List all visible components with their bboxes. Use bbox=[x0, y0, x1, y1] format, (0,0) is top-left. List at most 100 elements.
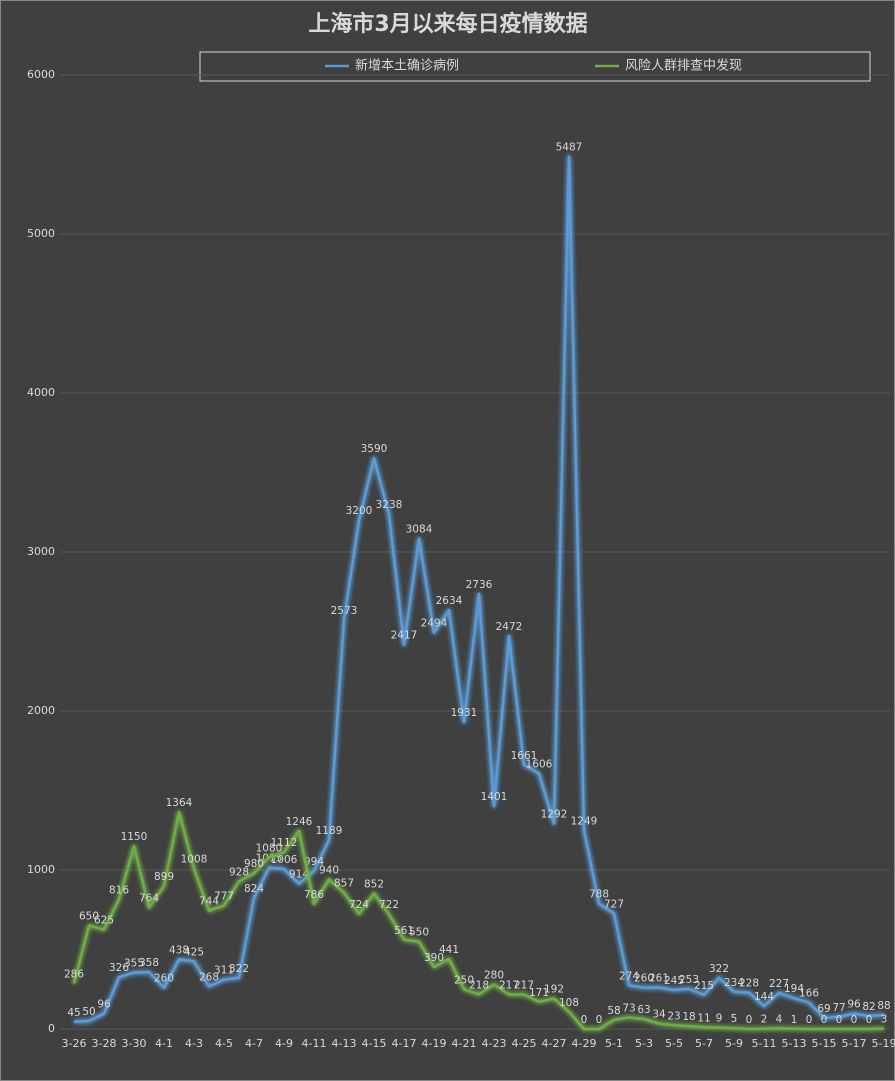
data-label: 0 bbox=[581, 1014, 588, 1026]
x-tick-label: 4-13 bbox=[332, 1037, 357, 1050]
data-label: 722 bbox=[379, 899, 399, 911]
data-label: 0 bbox=[746, 1014, 753, 1026]
data-label: 3200 bbox=[346, 505, 373, 517]
data-label: 218 bbox=[469, 979, 489, 991]
data-label: 1292 bbox=[541, 809, 568, 821]
data-label: 561 bbox=[394, 925, 414, 937]
data-label: 253 bbox=[679, 974, 699, 986]
data-label: 23 bbox=[667, 1010, 680, 1022]
x-tick-label: 5-3 bbox=[635, 1037, 653, 1050]
data-label: 144 bbox=[754, 991, 774, 1003]
data-label: 3084 bbox=[406, 524, 433, 536]
data-label: 1364 bbox=[166, 797, 193, 809]
data-label: 18 bbox=[682, 1011, 695, 1023]
data-label: 260 bbox=[154, 973, 174, 985]
data-label: 45 bbox=[67, 1007, 80, 1019]
data-label: 899 bbox=[154, 871, 174, 883]
data-label: 625 bbox=[94, 915, 114, 927]
data-label: 280 bbox=[484, 969, 504, 981]
data-label: 194 bbox=[784, 983, 804, 995]
data-label: 994 bbox=[304, 856, 324, 868]
data-label: 2494 bbox=[421, 617, 448, 629]
data-label: 1008 bbox=[181, 854, 208, 866]
data-label: 788 bbox=[589, 889, 609, 901]
data-label: 268 bbox=[199, 971, 219, 983]
x-tick-label: 4-25 bbox=[512, 1037, 537, 1050]
data-label: 322 bbox=[229, 963, 249, 975]
data-label: 358 bbox=[139, 957, 159, 969]
data-label: 852 bbox=[364, 879, 384, 891]
data-label: 58 bbox=[607, 1005, 620, 1017]
data-label: 355 bbox=[124, 958, 144, 970]
data-label: 9 bbox=[716, 1013, 723, 1025]
data-label: 50 bbox=[82, 1006, 95, 1018]
x-tick-label: 4-29 bbox=[572, 1037, 597, 1050]
data-label: 914 bbox=[289, 869, 309, 881]
data-label: 82 bbox=[862, 1001, 875, 1013]
x-tick-label: 3-28 bbox=[92, 1037, 117, 1050]
data-label: 217 bbox=[514, 979, 534, 991]
data-label: 0 bbox=[866, 1014, 873, 1026]
x-tick-label: 4-7 bbox=[245, 1037, 263, 1050]
x-tick-label: 5-13 bbox=[782, 1037, 807, 1050]
data-label: 0 bbox=[596, 1014, 603, 1026]
data-label: 438 bbox=[169, 944, 189, 956]
data-label: 425 bbox=[184, 946, 204, 958]
data-label: 34 bbox=[652, 1009, 666, 1021]
x-tick-label: 4-19 bbox=[422, 1037, 447, 1050]
data-label: 215 bbox=[694, 980, 714, 992]
data-label: 11 bbox=[697, 1012, 710, 1024]
data-label: 824 bbox=[244, 883, 264, 895]
data-label: 3238 bbox=[376, 499, 403, 511]
data-label: 166 bbox=[799, 988, 819, 1000]
data-label: 2 bbox=[761, 1014, 768, 1026]
data-label: 928 bbox=[229, 866, 249, 878]
data-label: 550 bbox=[409, 927, 429, 939]
data-label: 96 bbox=[847, 999, 861, 1011]
data-label: 234 bbox=[724, 977, 744, 989]
x-tick-label: 5-5 bbox=[665, 1037, 683, 1050]
data-label: 2736 bbox=[466, 579, 493, 591]
data-label: 724 bbox=[349, 899, 369, 911]
x-tick-label: 4-23 bbox=[482, 1037, 507, 1050]
x-tick-label: 3-26 bbox=[62, 1037, 87, 1050]
x-tick-label: 5-17 bbox=[842, 1037, 867, 1050]
data-label: 390 bbox=[424, 952, 444, 964]
data-label: 250 bbox=[454, 974, 474, 986]
data-label: 96 bbox=[97, 999, 111, 1011]
data-label: 1246 bbox=[286, 816, 313, 828]
data-label: 1150 bbox=[121, 831, 148, 843]
x-tick-label: 5-15 bbox=[812, 1037, 837, 1050]
x-tick-label: 4-15 bbox=[362, 1037, 387, 1050]
y-tick-label: 1000 bbox=[27, 863, 55, 876]
data-label: 171 bbox=[529, 987, 549, 999]
y-tick-label: 3000 bbox=[27, 545, 55, 558]
x-tick-label: 5-9 bbox=[725, 1037, 743, 1050]
series-line bbox=[73, 155, 885, 1024]
data-label: 764 bbox=[139, 893, 159, 905]
data-label: 63 bbox=[637, 1004, 650, 1016]
data-label: 786 bbox=[304, 889, 324, 901]
y-tick-label: 6000 bbox=[27, 68, 55, 81]
data-label: 2634 bbox=[436, 595, 463, 607]
data-label: 2417 bbox=[391, 630, 418, 642]
legend-box bbox=[199, 51, 871, 82]
x-tick-label: 4-21 bbox=[452, 1037, 477, 1050]
data-label: 260 bbox=[634, 973, 654, 985]
data-label: 326 bbox=[109, 962, 129, 974]
data-label: 1080 bbox=[256, 842, 283, 854]
data-label: 3590 bbox=[361, 443, 388, 455]
data-label: 286 bbox=[64, 969, 84, 981]
data-label: 69 bbox=[817, 1003, 830, 1015]
data-label: 108 bbox=[559, 997, 579, 1009]
data-label: 5 bbox=[731, 1013, 738, 1025]
data-label: 5487 bbox=[556, 142, 583, 154]
data-label: 2573 bbox=[331, 605, 358, 617]
y-tick-label: 5000 bbox=[27, 227, 55, 240]
data-label: 441 bbox=[439, 944, 459, 956]
data-label: 1931 bbox=[451, 707, 478, 719]
data-label: 3 bbox=[881, 1014, 888, 1026]
data-label: 0 bbox=[821, 1014, 828, 1026]
data-label: 0 bbox=[851, 1014, 858, 1026]
